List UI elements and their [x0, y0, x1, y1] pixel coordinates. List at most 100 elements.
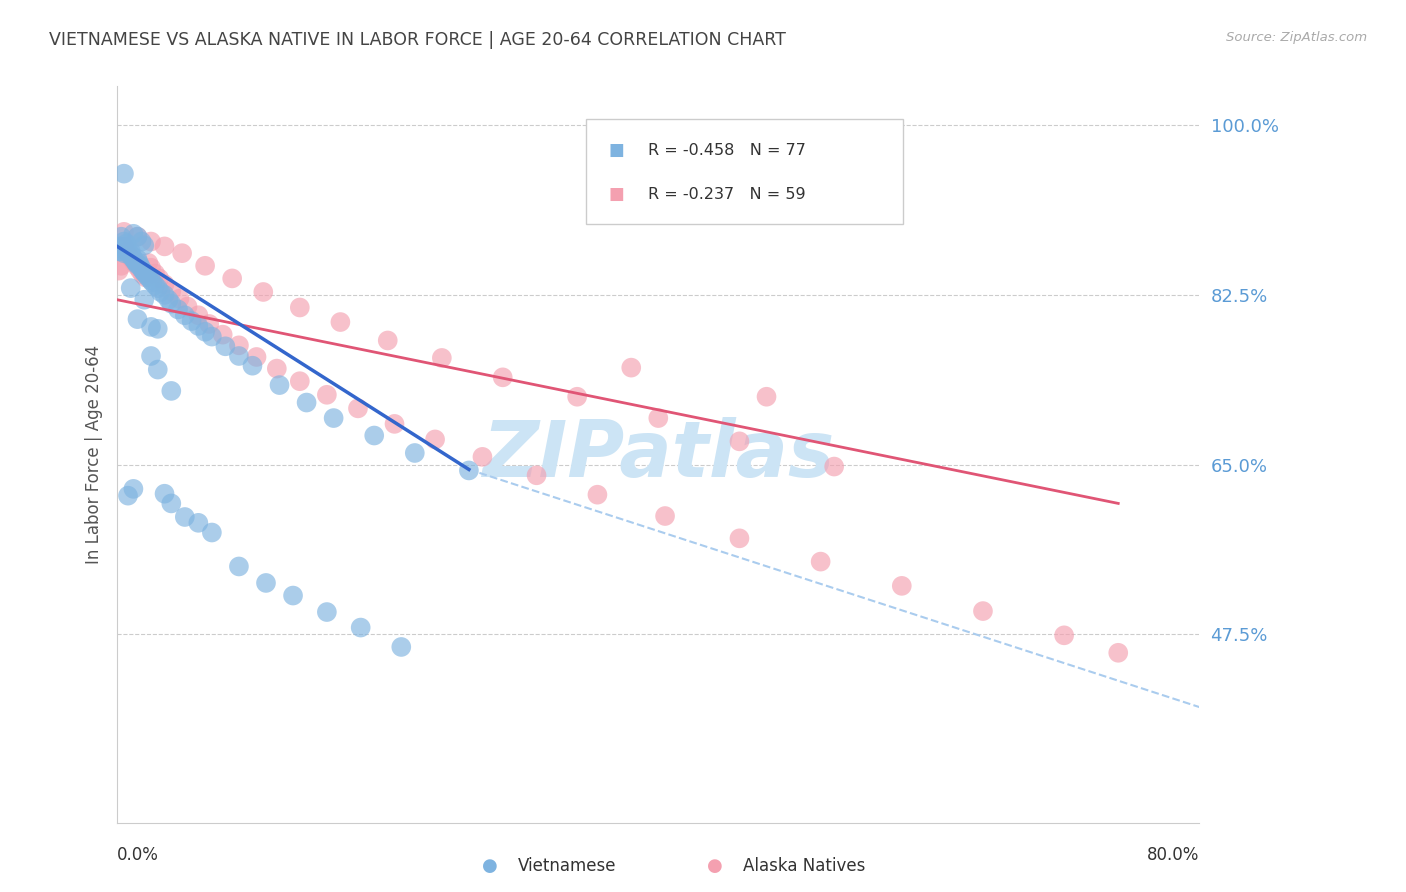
Point: [107, 263, 129, 277]
Point: [269, 378, 291, 392]
Point: [110, 229, 132, 244]
Point: [112, 246, 135, 260]
Point: [127, 260, 149, 274]
Point: [117, 244, 139, 259]
Point: [118, 249, 141, 263]
Point: [173, 308, 195, 322]
Point: [295, 395, 318, 409]
Point: [728, 434, 751, 449]
Point: [135, 267, 157, 281]
Point: [228, 559, 250, 574]
Point: [141, 275, 163, 289]
Point: [194, 259, 217, 273]
Point: [111, 242, 134, 256]
Point: [146, 322, 169, 336]
Point: [114, 239, 136, 253]
Point: [288, 374, 311, 388]
Text: ■: ■: [609, 141, 624, 159]
Point: [647, 411, 669, 425]
Point: [115, 236, 138, 251]
Text: VIETNAMESE VS ALASKA NATIVE IN LABOR FORCE | AGE 20-64 CORRELATION CHART: VIETNAMESE VS ALASKA NATIVE IN LABOR FOR…: [49, 31, 786, 49]
Text: R = -0.458   N = 77: R = -0.458 N = 77: [648, 143, 806, 158]
Point: [160, 496, 183, 510]
Point: [228, 338, 250, 352]
Point: [108, 239, 131, 253]
Point: [127, 312, 149, 326]
Point: [228, 349, 250, 363]
Point: [404, 446, 426, 460]
Point: [112, 239, 135, 253]
Point: [288, 301, 311, 315]
Point: [112, 235, 135, 249]
Point: [153, 288, 176, 302]
Point: [167, 302, 190, 317]
Text: ●: ●: [482, 857, 498, 875]
Point: [471, 450, 494, 464]
Point: [187, 516, 209, 530]
Text: Alaska Natives: Alaska Natives: [742, 857, 865, 875]
Point: [122, 227, 145, 241]
Point: [198, 317, 221, 331]
Text: ●: ●: [707, 857, 723, 875]
Point: [214, 339, 236, 353]
Point: [122, 482, 145, 496]
Point: [153, 486, 176, 500]
Point: [245, 350, 267, 364]
Point: [131, 235, 153, 249]
Text: R = -0.237   N = 59: R = -0.237 N = 59: [648, 186, 806, 202]
Point: [139, 260, 162, 275]
Point: [254, 576, 277, 591]
Point: [124, 254, 146, 268]
Point: [322, 411, 344, 425]
Point: [139, 273, 162, 287]
Point: [430, 351, 453, 365]
Point: [586, 488, 609, 502]
Point: [565, 390, 588, 404]
Text: ■: ■: [609, 186, 624, 203]
Point: [173, 510, 195, 524]
Point: [129, 263, 152, 277]
Point: [136, 268, 159, 283]
Point: [153, 277, 176, 292]
Point: [329, 315, 352, 329]
Point: [149, 285, 172, 299]
Y-axis label: In Labor Force | Age 20-64: In Labor Force | Age 20-64: [86, 345, 103, 565]
Point: [890, 579, 912, 593]
Point: [252, 285, 274, 299]
Point: [384, 417, 406, 431]
Point: [160, 284, 183, 298]
Text: Vietnamese: Vietnamese: [517, 857, 616, 875]
Point: [363, 428, 385, 442]
Point: [160, 296, 183, 310]
Point: [350, 621, 373, 635]
Point: [1107, 646, 1129, 660]
Point: [377, 334, 399, 348]
Point: [124, 256, 146, 270]
Point: [139, 235, 162, 249]
Point: [129, 259, 152, 273]
Point: [143, 278, 166, 293]
Text: ZIPatlas: ZIPatlas: [482, 417, 834, 493]
Text: 80.0%: 80.0%: [1147, 846, 1199, 863]
Point: [620, 360, 643, 375]
Point: [755, 390, 778, 404]
Point: [107, 244, 129, 259]
Point: [131, 261, 153, 276]
Point: [120, 249, 142, 263]
Point: [127, 229, 149, 244]
Point: [148, 271, 170, 285]
Point: [127, 258, 149, 272]
Point: [266, 361, 288, 376]
Point: [823, 459, 845, 474]
Point: [347, 401, 370, 416]
Point: [143, 267, 166, 281]
Text: 0.0%: 0.0%: [117, 846, 159, 863]
Point: [134, 293, 156, 307]
Point: [127, 229, 149, 244]
Point: [134, 266, 156, 280]
Point: [157, 293, 180, 307]
Point: [139, 349, 162, 363]
Point: [221, 271, 243, 285]
Point: [122, 252, 145, 266]
Point: [187, 318, 209, 333]
